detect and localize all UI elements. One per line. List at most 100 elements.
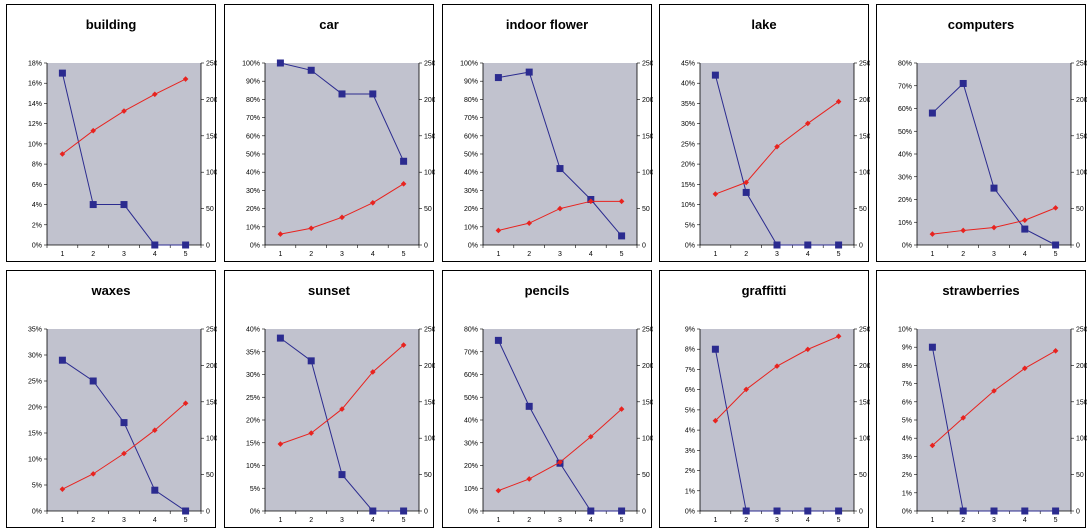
y-right-tick-label: 100 bbox=[642, 170, 653, 177]
data-point bbox=[151, 241, 159, 249]
y-right-tick-label: 100 bbox=[1076, 436, 1087, 443]
y-right-tick-label: 250 bbox=[424, 327, 435, 334]
y-left-tick-label: 4% bbox=[685, 428, 695, 435]
y-right-tick-label: 200 bbox=[424, 97, 435, 104]
data-point bbox=[89, 201, 97, 209]
data-point bbox=[400, 507, 408, 515]
plot-area bbox=[917, 329, 1071, 511]
y-left-tick-label: 80% bbox=[464, 97, 478, 104]
x-tick-label: 2 bbox=[91, 251, 95, 258]
y-left-tick-label: 15% bbox=[28, 431, 42, 438]
y-right-tick-label: 50 bbox=[1076, 472, 1084, 479]
chart-panel: 0% 1% 2% 3% 4% 5% 6% 7% 8% 9% 0 50 100 150 200 250 1 2 3 4 5… bbox=[659, 270, 870, 528]
x-tick-label: 4 bbox=[806, 251, 810, 258]
chart-title: sunset bbox=[308, 283, 350, 298]
data-point bbox=[338, 471, 346, 479]
data-point bbox=[712, 417, 719, 424]
chart-title: car bbox=[319, 17, 339, 32]
y-left-tick-label: 20% bbox=[246, 418, 260, 425]
y-left-tick-label: 50% bbox=[246, 152, 260, 159]
data-point bbox=[525, 402, 533, 410]
data-point bbox=[151, 486, 159, 494]
y-left-tick-label: 0% bbox=[685, 243, 695, 250]
x-tick-label: 1 bbox=[930, 251, 934, 258]
data-point bbox=[556, 165, 564, 173]
y-right-tick-label: 100 bbox=[424, 436, 435, 443]
data-point bbox=[369, 507, 377, 515]
chart-panel: 0% 2% 4% 6% 8% 10% 12% 14% 16% 18% 0 50 100 150 200 250… bbox=[6, 4, 217, 262]
data-point bbox=[588, 198, 594, 205]
data-point bbox=[1022, 217, 1028, 224]
data-point bbox=[588, 433, 594, 440]
y-right-tick-label: 100 bbox=[859, 170, 870, 177]
y-right-tick-label: 0 bbox=[1076, 243, 1080, 250]
y-right-tick-label: 0 bbox=[1076, 509, 1080, 516]
chart-svg: 0% 2% 4% 6% 8% 10% 12% 14% 16% 18% 0 50 100 150 200 250… bbox=[28, 61, 217, 259]
x-tick-label: 5 bbox=[1054, 517, 1058, 524]
data-point bbox=[959, 79, 967, 87]
y-left-tick-label: 10% bbox=[898, 327, 912, 334]
y-left-tick-label: 30% bbox=[28, 353, 42, 360]
data-point bbox=[1021, 225, 1029, 233]
data-point bbox=[990, 507, 998, 515]
y-left-tick-label: 5% bbox=[32, 483, 42, 490]
x-tick-label: 3 bbox=[340, 251, 344, 258]
y-left-tick-label: 70% bbox=[464, 115, 478, 122]
y-left-tick-label: 40% bbox=[246, 170, 260, 177]
y-left-tick-label: 10% bbox=[681, 202, 695, 209]
x-tick-label: 2 bbox=[527, 517, 531, 524]
y-right-tick-label: 0 bbox=[424, 509, 428, 516]
y-right-tick-label: 100 bbox=[206, 436, 217, 443]
x-tick-label: 5 bbox=[837, 251, 841, 258]
data-point bbox=[120, 201, 128, 209]
x-tick-label: 4 bbox=[153, 517, 157, 524]
y-right-tick-label: 0 bbox=[206, 243, 210, 250]
y-left-tick-label: 60% bbox=[898, 106, 912, 113]
data-point bbox=[618, 406, 625, 412]
chart-svg: 0%10%20%30%40%50%60%70%80%05010015020025… bbox=[464, 327, 653, 525]
x-tick-label: 3 bbox=[992, 251, 996, 258]
data-point bbox=[990, 184, 998, 192]
y-right-tick-label: 50 bbox=[424, 206, 432, 213]
y-right-tick-label: 0 bbox=[642, 509, 646, 516]
y-left-tick-label: 45% bbox=[681, 61, 695, 68]
data-point bbox=[742, 507, 750, 515]
y-left-tick-label: 30% bbox=[246, 372, 260, 379]
y-right-tick-label: 50 bbox=[1076, 206, 1084, 213]
y-left-tick-label: 5% bbox=[685, 222, 695, 229]
data-point bbox=[308, 225, 314, 232]
chart-title: computers bbox=[947, 17, 1015, 32]
y-left-tick-label: 25% bbox=[246, 395, 260, 402]
y-right-tick-label: 50 bbox=[859, 472, 867, 479]
y-left-tick-label: 0% bbox=[902, 243, 912, 250]
chart-svg: 0%10%20%30%40%50%60%70%80%05010015020025… bbox=[898, 61, 1087, 259]
data-point bbox=[182, 241, 190, 249]
y-left-tick-label: 15% bbox=[681, 182, 695, 189]
plot-area bbox=[483, 329, 637, 511]
y-left-tick-label: 10% bbox=[464, 486, 478, 493]
y-left-tick-label: 10% bbox=[28, 457, 42, 464]
data-point bbox=[526, 476, 532, 482]
data-point bbox=[400, 157, 408, 165]
chart-title: indoor flower bbox=[505, 17, 589, 32]
y-right-tick-label: 250 bbox=[642, 327, 653, 334]
y-right-tick-label: 150 bbox=[1076, 399, 1087, 406]
x-tick-label: 1 bbox=[496, 517, 500, 524]
y-left-tick-label: 80% bbox=[246, 97, 260, 104]
y-right-tick-label: 250 bbox=[206, 327, 217, 334]
data-point bbox=[743, 386, 749, 393]
chart-panel: 0% 10% 20% 30% 40% 50% 60% 70% 80% 90% 100% 0 50 100 1… bbox=[224, 4, 435, 262]
chart-title: building bbox=[85, 17, 137, 32]
x-tick-label: 3 bbox=[992, 517, 996, 524]
data-point bbox=[276, 59, 284, 67]
y-right-tick-label: 250 bbox=[1076, 327, 1087, 334]
x-tick-label: 2 bbox=[309, 251, 313, 258]
data-point bbox=[1052, 205, 1059, 211]
y-left-tick-label: 30% bbox=[464, 440, 478, 447]
y-right-tick-label: 200 bbox=[206, 363, 217, 370]
y-left-tick-label: 40% bbox=[464, 170, 478, 177]
y-right-tick-label: 200 bbox=[424, 363, 435, 370]
y-right-tick-label: 0 bbox=[642, 243, 646, 250]
x-tick-label: 1 bbox=[278, 251, 282, 258]
